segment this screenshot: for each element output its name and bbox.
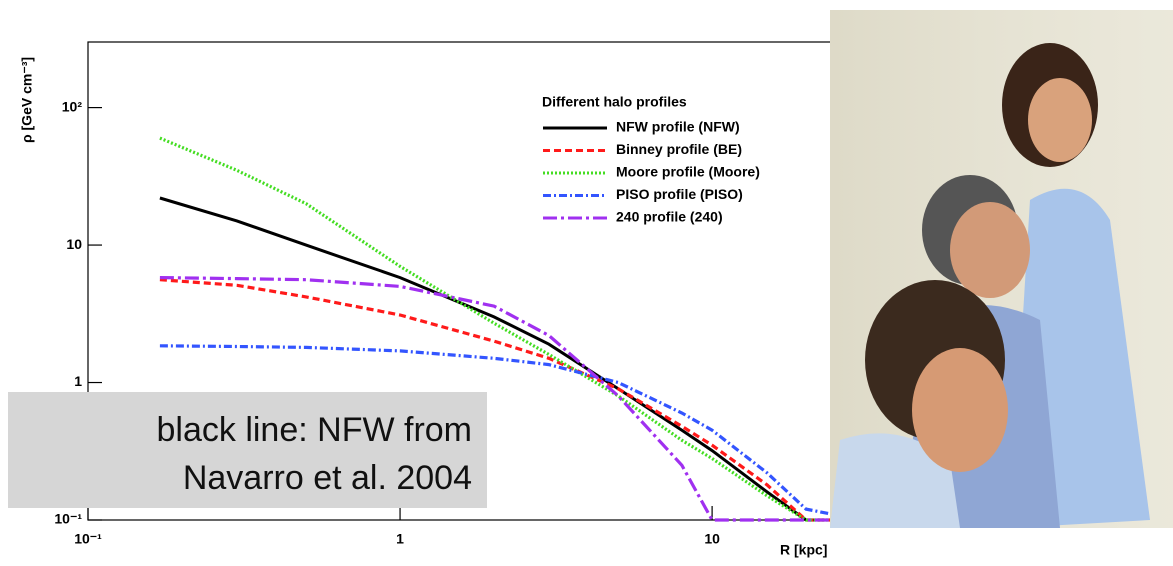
legend-label: NFW profile (NFW) xyxy=(616,119,740,135)
series-line xyxy=(159,276,861,522)
person-shirt xyxy=(830,433,960,528)
annotation-box xyxy=(8,392,487,508)
plot-area xyxy=(87,106,862,522)
legend-label: 240 profile (240) xyxy=(616,209,723,225)
x-tick-label: 10 xyxy=(704,531,720,547)
y-tick-label: 10⁻¹ xyxy=(54,511,82,527)
series-line xyxy=(159,136,861,522)
y-tick-label: 10² xyxy=(62,98,83,114)
person-face xyxy=(950,202,1030,298)
x-tick-label: 10⁻¹ xyxy=(74,531,102,547)
y-axis-label: ρ [GeV cm⁻³] xyxy=(19,57,35,143)
series-line xyxy=(159,344,862,522)
legend-title: Different halo profiles xyxy=(542,94,687,110)
x-tick-label: 1 xyxy=(396,531,404,547)
annotation-text: black line: NFW from xyxy=(157,411,473,449)
legend-label: Binney profile (BE) xyxy=(616,141,742,157)
legend-label: Moore profile (Moore) xyxy=(616,164,760,180)
person-face xyxy=(1028,78,1092,162)
y-tick-label: 10 xyxy=(66,236,82,252)
legend: NFW profile (NFW) Binney profile (BE) Moor… xyxy=(543,119,760,225)
photo xyxy=(830,10,1173,528)
annotation-text: Navarro et al. 2004 xyxy=(183,459,472,497)
x-axis-label: R [kpc] xyxy=(780,542,827,558)
person-face xyxy=(912,348,1008,472)
y-tick-label: 1 xyxy=(74,373,82,389)
legend-label: PISO profile (PISO) xyxy=(616,186,743,202)
